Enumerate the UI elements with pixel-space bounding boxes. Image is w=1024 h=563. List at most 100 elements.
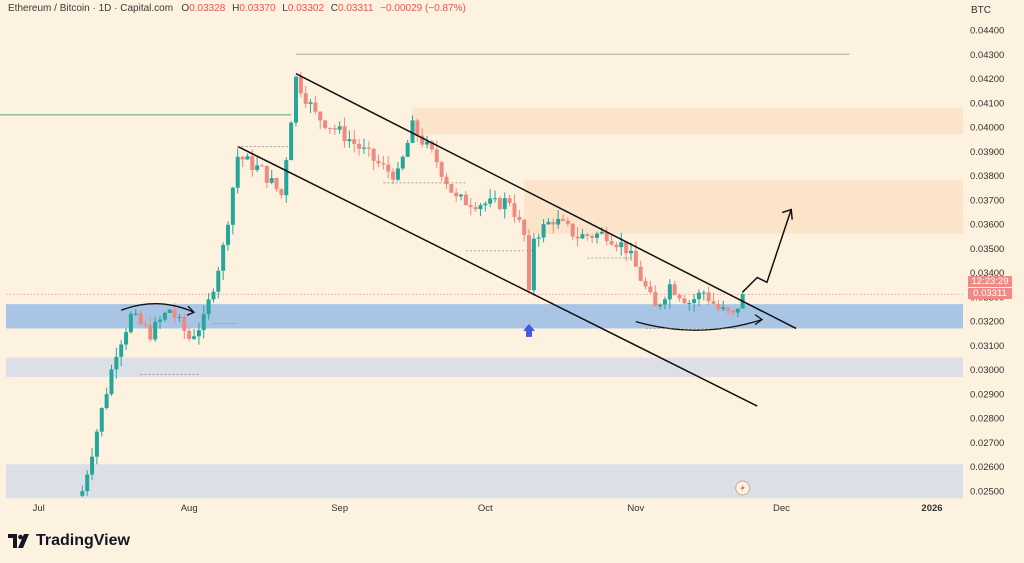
candle — [104, 387, 109, 410]
candle-body — [391, 171, 396, 180]
candle-body — [206, 299, 211, 315]
y-tick-label: 0.03700 — [970, 195, 1004, 206]
candle-body — [483, 203, 488, 206]
left-arc — [120, 303, 195, 313]
lower-support-zone — [6, 357, 963, 377]
lightning-icon — [740, 484, 745, 492]
candle-body — [90, 456, 95, 475]
candle-body — [211, 291, 216, 300]
low-label: L — [282, 3, 288, 14]
candle — [415, 118, 420, 142]
candle-body — [434, 149, 439, 163]
open-label: O — [181, 3, 190, 14]
candle-body — [449, 184, 454, 193]
candle-body — [594, 233, 599, 238]
candle — [594, 231, 599, 244]
candle — [449, 183, 454, 194]
candle — [313, 96, 318, 115]
candle — [672, 280, 677, 296]
candle-body — [235, 156, 240, 188]
axis-layer: 0.04400 0.04300 0.04200 0.04100 0.04000 0.039… — [33, 26, 1005, 515]
candle-body — [604, 231, 609, 242]
candle-body — [682, 298, 687, 304]
candle — [497, 196, 502, 211]
candle-body — [701, 292, 706, 294]
candle-body — [289, 122, 294, 161]
candle — [735, 308, 740, 317]
candle — [662, 296, 667, 310]
candle-body — [468, 205, 473, 208]
candle-body — [250, 156, 255, 170]
candle-body — [187, 330, 192, 339]
y-tick-label: 0.02900 — [970, 389, 1004, 400]
candle-body — [114, 356, 119, 370]
candle — [507, 194, 512, 207]
candle — [483, 201, 488, 212]
candle-body — [463, 194, 468, 206]
candle — [85, 470, 90, 497]
candle — [342, 117, 347, 148]
candle — [162, 311, 167, 322]
y-tick-label: 0.04300 — [970, 50, 1004, 61]
candle — [478, 202, 483, 217]
candle-body — [298, 76, 303, 94]
candle-body — [658, 304, 663, 307]
candle-body — [730, 310, 735, 313]
blue-support-zone — [6, 304, 963, 329]
candle — [138, 310, 143, 326]
candle-body — [85, 474, 90, 492]
candle-body — [667, 284, 672, 300]
candle — [337, 121, 342, 134]
left-arc-arrow-head — [186, 305, 196, 316]
candle-body — [662, 299, 667, 305]
candle — [94, 428, 99, 465]
candle-body — [201, 314, 206, 331]
candle — [196, 322, 201, 345]
projection-path — [742, 209, 792, 293]
candle-body — [429, 141, 434, 150]
y-tick-label: 0.03500 — [970, 244, 1004, 255]
low-value: 0.03302 — [287, 3, 325, 14]
candle — [648, 280, 653, 294]
candle — [128, 311, 133, 334]
candle-body — [512, 203, 517, 217]
x-tick-label: Aug — [181, 503, 198, 514]
tradingview-logo[interactable]: TradingView — [8, 532, 130, 550]
candle-body — [716, 303, 721, 310]
candle-body — [619, 242, 624, 248]
candle — [386, 156, 391, 179]
candle-body — [420, 135, 425, 145]
candle — [279, 188, 284, 199]
candle — [575, 227, 580, 247]
candle — [90, 448, 95, 481]
change-value: −0.00029 (−0.87%) — [380, 3, 466, 14]
candle — [517, 210, 522, 223]
y-tick-label: 0.04100 — [970, 98, 1004, 109]
candle — [206, 293, 211, 320]
candle-body — [109, 369, 114, 395]
candle-body — [104, 394, 109, 409]
candle — [318, 111, 323, 129]
candle — [177, 313, 182, 322]
candle — [371, 147, 376, 171]
candle-body — [332, 128, 337, 130]
candle-body — [687, 303, 692, 305]
candle — [240, 155, 245, 168]
candle-body — [415, 120, 420, 136]
countdown-tag: 12:23:29 — [968, 276, 1012, 287]
candle — [619, 232, 624, 256]
candle-body — [672, 284, 677, 295]
candle-body — [522, 219, 527, 235]
candle — [357, 139, 362, 156]
candle — [585, 232, 590, 241]
candle-body — [357, 143, 362, 149]
candle — [531, 233, 536, 296]
y-tick-label: 0.03900 — [970, 147, 1004, 158]
candle-body — [376, 160, 381, 164]
candle-body — [561, 218, 566, 221]
candle-body — [303, 93, 308, 104]
candle-body — [216, 270, 221, 292]
candle — [643, 277, 648, 290]
candle — [114, 347, 119, 379]
